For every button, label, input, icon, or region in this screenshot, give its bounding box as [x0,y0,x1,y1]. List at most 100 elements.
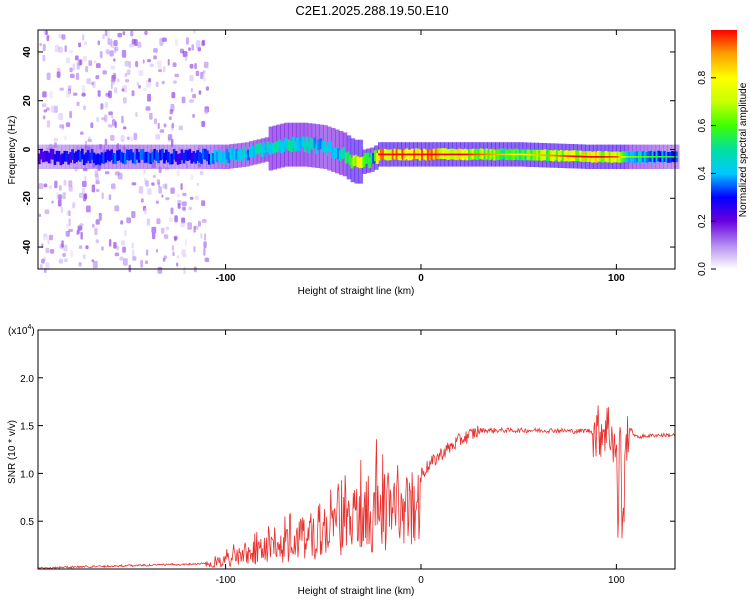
noise-cell [111,114,114,119]
noise-cell [100,103,103,110]
ridge-center-cell [591,156,594,158]
ridge-cell [67,153,70,165]
spectrogram-y-tick-label: 40 [22,46,33,58]
ridge-center-cell [446,153,449,156]
ridge-cell [227,152,231,164]
ridge-center-cell [610,156,613,158]
ridge-cell [229,148,233,160]
snr-series-line [37,405,676,570]
ridge-cell [217,149,221,160]
noise-cell [184,238,187,246]
noise-cell [102,34,105,40]
snr-x-tick-label: 0 [418,575,424,586]
snr-frame [37,329,676,570]
noise-cell [113,40,118,47]
ridge-cell [366,152,369,164]
noise-cell [181,201,187,207]
noise-cell [157,266,163,274]
ridge-center-cell [655,156,658,158]
ridge-cell [372,153,375,164]
ridge-center-cell [549,154,553,157]
ridge-cell [120,151,123,163]
ridge-cell [82,154,86,166]
ridge-cell [81,148,84,160]
ridge-center-cell [430,153,434,156]
noise-cell [75,72,80,80]
noise-cell [41,103,47,108]
noise-cell [140,198,144,203]
noise-cell [92,81,96,89]
ridge-cell [247,149,250,161]
noise-cell [62,192,66,200]
noise-cell [87,139,93,143]
noise-cell [138,85,141,89]
noise-cell [44,209,50,215]
spectrogram-y-tick-label: 0 [22,146,33,152]
noise-cell [137,41,142,48]
noise-cell [163,234,169,239]
noise-cell [121,49,127,58]
noise-cell [189,196,194,200]
noise-cell [136,82,139,86]
noise-cell [50,105,56,113]
ridge-cell [196,150,199,161]
ridge-center-cell [485,153,488,156]
noise-cell [68,228,74,232]
noise-cell [112,72,117,80]
noise-cell [41,258,45,264]
ridge-center-cell [530,154,533,156]
ridge-cell [135,148,139,160]
noise-cell [60,206,64,213]
noise-cell [121,115,124,124]
ridge-center-cell [616,156,619,158]
ridge-center-cell [487,153,490,156]
ridge-cell [79,151,82,162]
noise-cell [68,185,73,192]
ridge-center-cell [643,156,647,158]
ridge-center-cell [577,155,580,158]
noise-cell [131,242,134,249]
noise-cell [188,206,193,211]
ridge-center-cell [528,153,531,156]
ridge-center-cell [395,153,399,156]
ridge-cell [139,149,143,160]
noise-cell [117,32,122,38]
ridge-cell [346,151,350,163]
noise-cell [173,235,178,240]
ridge-cell [73,152,76,164]
noise-cell [104,30,108,37]
spectrogram-x-tick-label: -100 [216,273,236,284]
noise-cell [205,86,210,91]
ridge-cell [213,149,217,161]
noise-cell [90,122,94,129]
noise-cell [83,41,88,45]
ridge-cell [352,155,356,167]
noise-cell [63,179,67,186]
colorbar-gradient [711,30,737,269]
noise-cell [185,37,189,45]
noise-cell [70,73,75,79]
ridge-center-cell [600,156,604,158]
noise-cell [96,117,100,123]
spectrogram-x-tick-label: 0 [418,273,424,284]
ridge-cell [45,150,49,162]
ridge-center-cell [671,156,674,158]
ridge-center-cell [614,156,617,158]
ridge-center-cell [661,156,664,158]
noise-cell [80,231,83,240]
noise-cell [110,135,115,141]
ridge-cell [116,150,119,161]
ridge-center-cell [647,156,651,158]
ridge-cell [262,142,266,154]
ridge-center-cell [639,156,643,158]
ridge-center-cell [507,153,510,156]
noise-cell [201,40,205,47]
noise-cell [151,232,156,240]
ridge-cell [307,142,311,154]
noise-cell [110,83,113,90]
noise-cell [39,263,43,270]
noise-cell [110,65,116,70]
ridge-cell [301,136,305,148]
noise-cell [76,101,80,107]
ridge-cell [211,153,215,164]
